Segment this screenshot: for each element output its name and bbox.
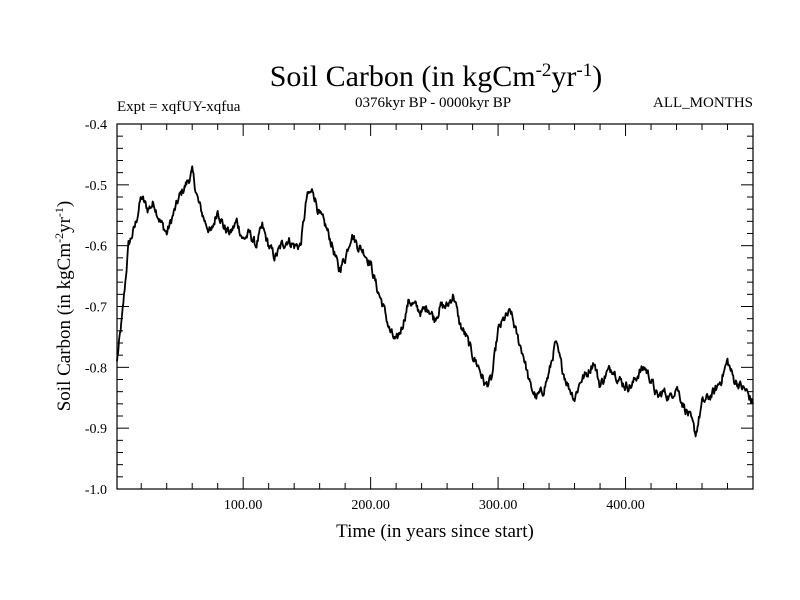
y-tick-label: -0.7 <box>85 301 107 316</box>
x-tick-label: 200.00 <box>351 498 390 513</box>
x-tick-labels: 100.00 200.00 300.00 400.00 <box>224 498 645 513</box>
y-tick-label: -0.9 <box>85 422 107 437</box>
minor-ticks <box>117 124 753 489</box>
y-axis-label: Soil Carbon (in kgCm-2yr-1) <box>52 201 75 412</box>
y-tick-label: -0.8 <box>85 361 107 376</box>
y-tick-label: -0.5 <box>85 179 107 194</box>
y-tick-labels: -0.4 -0.5 -0.6 -0.7 -0.8 -0.9 -1.0 <box>85 118 107 498</box>
x-tick-label: 100.00 <box>224 498 263 513</box>
y-tick-label: -0.6 <box>85 240 107 255</box>
subtitle-months: ALL_MONTHS <box>653 95 753 111</box>
chart-title: Soil Carbon (in kgCm-2yr-1) <box>270 60 603 94</box>
x-tick-label: 300.00 <box>479 498 518 513</box>
subtitle-experiment: Expt = xqfUY-xqfua <box>117 99 241 115</box>
subtitle-period: 0376kyr BP - 0000kyr BP <box>355 95 511 111</box>
major-ticks <box>117 123 753 490</box>
x-tick-label: 400.00 <box>606 498 645 513</box>
y-tick-label: -0.4 <box>85 118 107 133</box>
x-axis-label: Time (in years since start) <box>336 521 534 542</box>
y-tick-label: -1.0 <box>85 483 107 498</box>
series-line-soil-carbon <box>116 165 754 438</box>
